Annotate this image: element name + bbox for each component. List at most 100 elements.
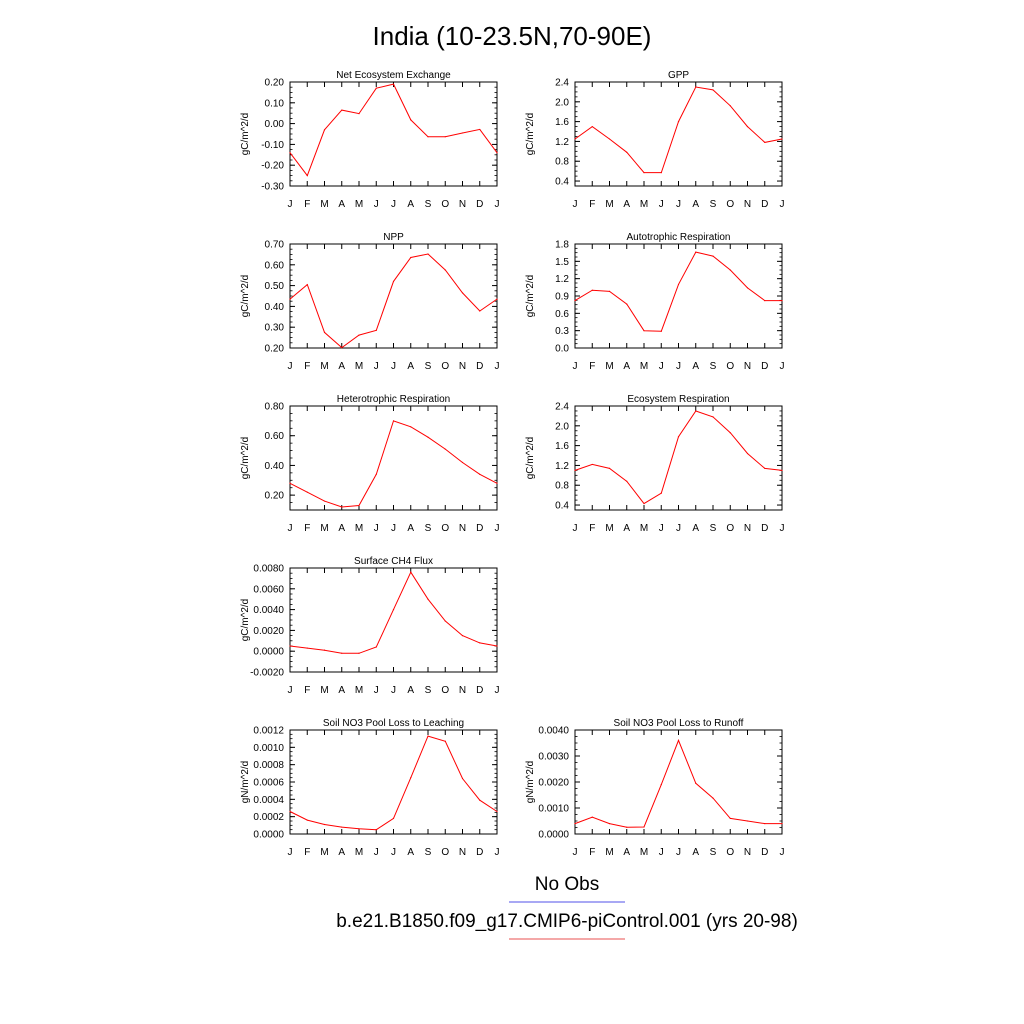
data-point bbox=[392, 280, 395, 283]
x-tick-label: N bbox=[459, 847, 466, 858]
x-tick-label: F bbox=[304, 199, 310, 210]
x-tick-label: S bbox=[425, 523, 432, 534]
x-tick-label: S bbox=[710, 847, 717, 858]
data-point bbox=[496, 152, 498, 154]
x-tick-label: J bbox=[374, 847, 379, 858]
y-tick-label: 0.20 bbox=[265, 78, 285, 89]
data-point bbox=[289, 810, 291, 813]
y-tick-label: 1.5 bbox=[555, 257, 569, 268]
data-point bbox=[695, 782, 697, 784]
data-point bbox=[746, 287, 749, 289]
x-tick-label: O bbox=[441, 523, 449, 534]
data-point bbox=[410, 777, 412, 779]
data-point bbox=[746, 452, 749, 455]
x-tick-label: S bbox=[425, 361, 432, 372]
data-point bbox=[341, 826, 343, 828]
data-point bbox=[591, 125, 593, 128]
x-tick-label: J bbox=[391, 685, 396, 696]
data-point bbox=[660, 172, 662, 174]
data-point bbox=[461, 777, 464, 780]
data-point bbox=[729, 817, 731, 820]
x-tick-label: J bbox=[391, 847, 396, 858]
x-tick-label: O bbox=[726, 199, 734, 210]
x-tick-label: A bbox=[623, 199, 630, 210]
data-point bbox=[427, 136, 429, 138]
y-tick-label: -0.30 bbox=[261, 182, 284, 193]
data-point bbox=[712, 416, 714, 418]
data-point bbox=[306, 175, 308, 177]
y-tick-label: 0.6 bbox=[555, 309, 569, 320]
y-tick-label: 0.4 bbox=[555, 177, 569, 188]
data-point bbox=[591, 816, 593, 818]
data-point bbox=[479, 310, 481, 312]
y-tick-label: 0.60 bbox=[265, 260, 285, 271]
data-point bbox=[712, 89, 714, 91]
x-tick-label: J bbox=[780, 523, 785, 534]
series-line bbox=[289, 571, 498, 654]
data-point bbox=[608, 290, 611, 292]
y-tick-label: 0.9 bbox=[555, 292, 569, 303]
series-line bbox=[574, 251, 782, 332]
x-tick-label: A bbox=[407, 847, 414, 858]
x-tick-label: M bbox=[605, 847, 613, 858]
data-point bbox=[626, 151, 628, 153]
y-tick-label: 0.0020 bbox=[253, 626, 284, 637]
data-point bbox=[764, 467, 766, 469]
y-tick-label: 0.0020 bbox=[538, 778, 569, 789]
data-point bbox=[608, 138, 611, 140]
x-tick-label: N bbox=[744, 199, 751, 210]
panel-8: Soil NO3 Pool Loss to RunoffgN/m^2/d0.00… bbox=[525, 718, 785, 858]
legend-label-obs: No Obs bbox=[535, 874, 599, 895]
x-tick-label: J bbox=[288, 361, 293, 372]
panel-0: Net Ecosystem Exchange gC/m^2/d 0.20 0.10 0.… bbox=[240, 70, 500, 210]
y-tick-label: 0.0080 bbox=[253, 564, 284, 575]
data-point bbox=[306, 647, 308, 649]
data-point bbox=[461, 635, 464, 637]
x-tick-label: O bbox=[726, 523, 734, 534]
y-axis-label: gC/m^2/d bbox=[240, 599, 251, 642]
x-tick-label: J bbox=[374, 685, 379, 696]
y-tick-label: 2.0 bbox=[555, 97, 569, 108]
x-tick-label: S bbox=[710, 523, 717, 534]
data-point bbox=[392, 817, 395, 820]
y-tick-label: 0.0060 bbox=[253, 584, 284, 595]
data-point bbox=[341, 506, 343, 508]
y-tick-label: -0.10 bbox=[261, 140, 284, 151]
data-point bbox=[358, 113, 360, 115]
y-tick-label: 0.0006 bbox=[253, 778, 284, 789]
data-point bbox=[677, 739, 680, 742]
data-point bbox=[643, 330, 645, 332]
x-tick-label: A bbox=[623, 361, 630, 372]
series-line bbox=[574, 410, 783, 505]
data-point bbox=[341, 109, 343, 111]
data-point bbox=[410, 256, 412, 259]
x-tick-label: D bbox=[476, 685, 483, 696]
data-point bbox=[591, 463, 593, 466]
x-tick-label: D bbox=[476, 199, 483, 210]
y-tick-label: 0.20 bbox=[265, 491, 285, 502]
data-point bbox=[444, 620, 446, 622]
data-point bbox=[729, 269, 731, 271]
data-point bbox=[781, 469, 783, 471]
x-tick-label: M bbox=[320, 523, 328, 534]
y-tick-label: 0.0012 bbox=[253, 726, 284, 737]
x-tick-label: O bbox=[726, 847, 734, 858]
data-point bbox=[677, 436, 680, 438]
data-point bbox=[574, 823, 576, 825]
x-tick-label: J bbox=[495, 685, 500, 696]
data-point bbox=[427, 735, 429, 737]
x-tick-label: M bbox=[640, 361, 648, 372]
x-tick-label: J bbox=[659, 199, 664, 210]
x-tick-label: F bbox=[589, 523, 595, 534]
series-line bbox=[574, 86, 783, 174]
x-tick-label: A bbox=[338, 685, 345, 696]
x-tick-label: O bbox=[441, 847, 449, 858]
data-point bbox=[358, 334, 360, 336]
panel-title: GPP bbox=[668, 70, 689, 81]
y-tick-label: -0.0020 bbox=[250, 668, 284, 679]
y-tick-label: 1.2 bbox=[555, 274, 569, 285]
data-point bbox=[764, 823, 766, 825]
y-tick-label: 1.8 bbox=[555, 240, 569, 251]
data-point bbox=[496, 645, 498, 647]
panel-title: Heterotrophic Respiration bbox=[337, 394, 450, 405]
